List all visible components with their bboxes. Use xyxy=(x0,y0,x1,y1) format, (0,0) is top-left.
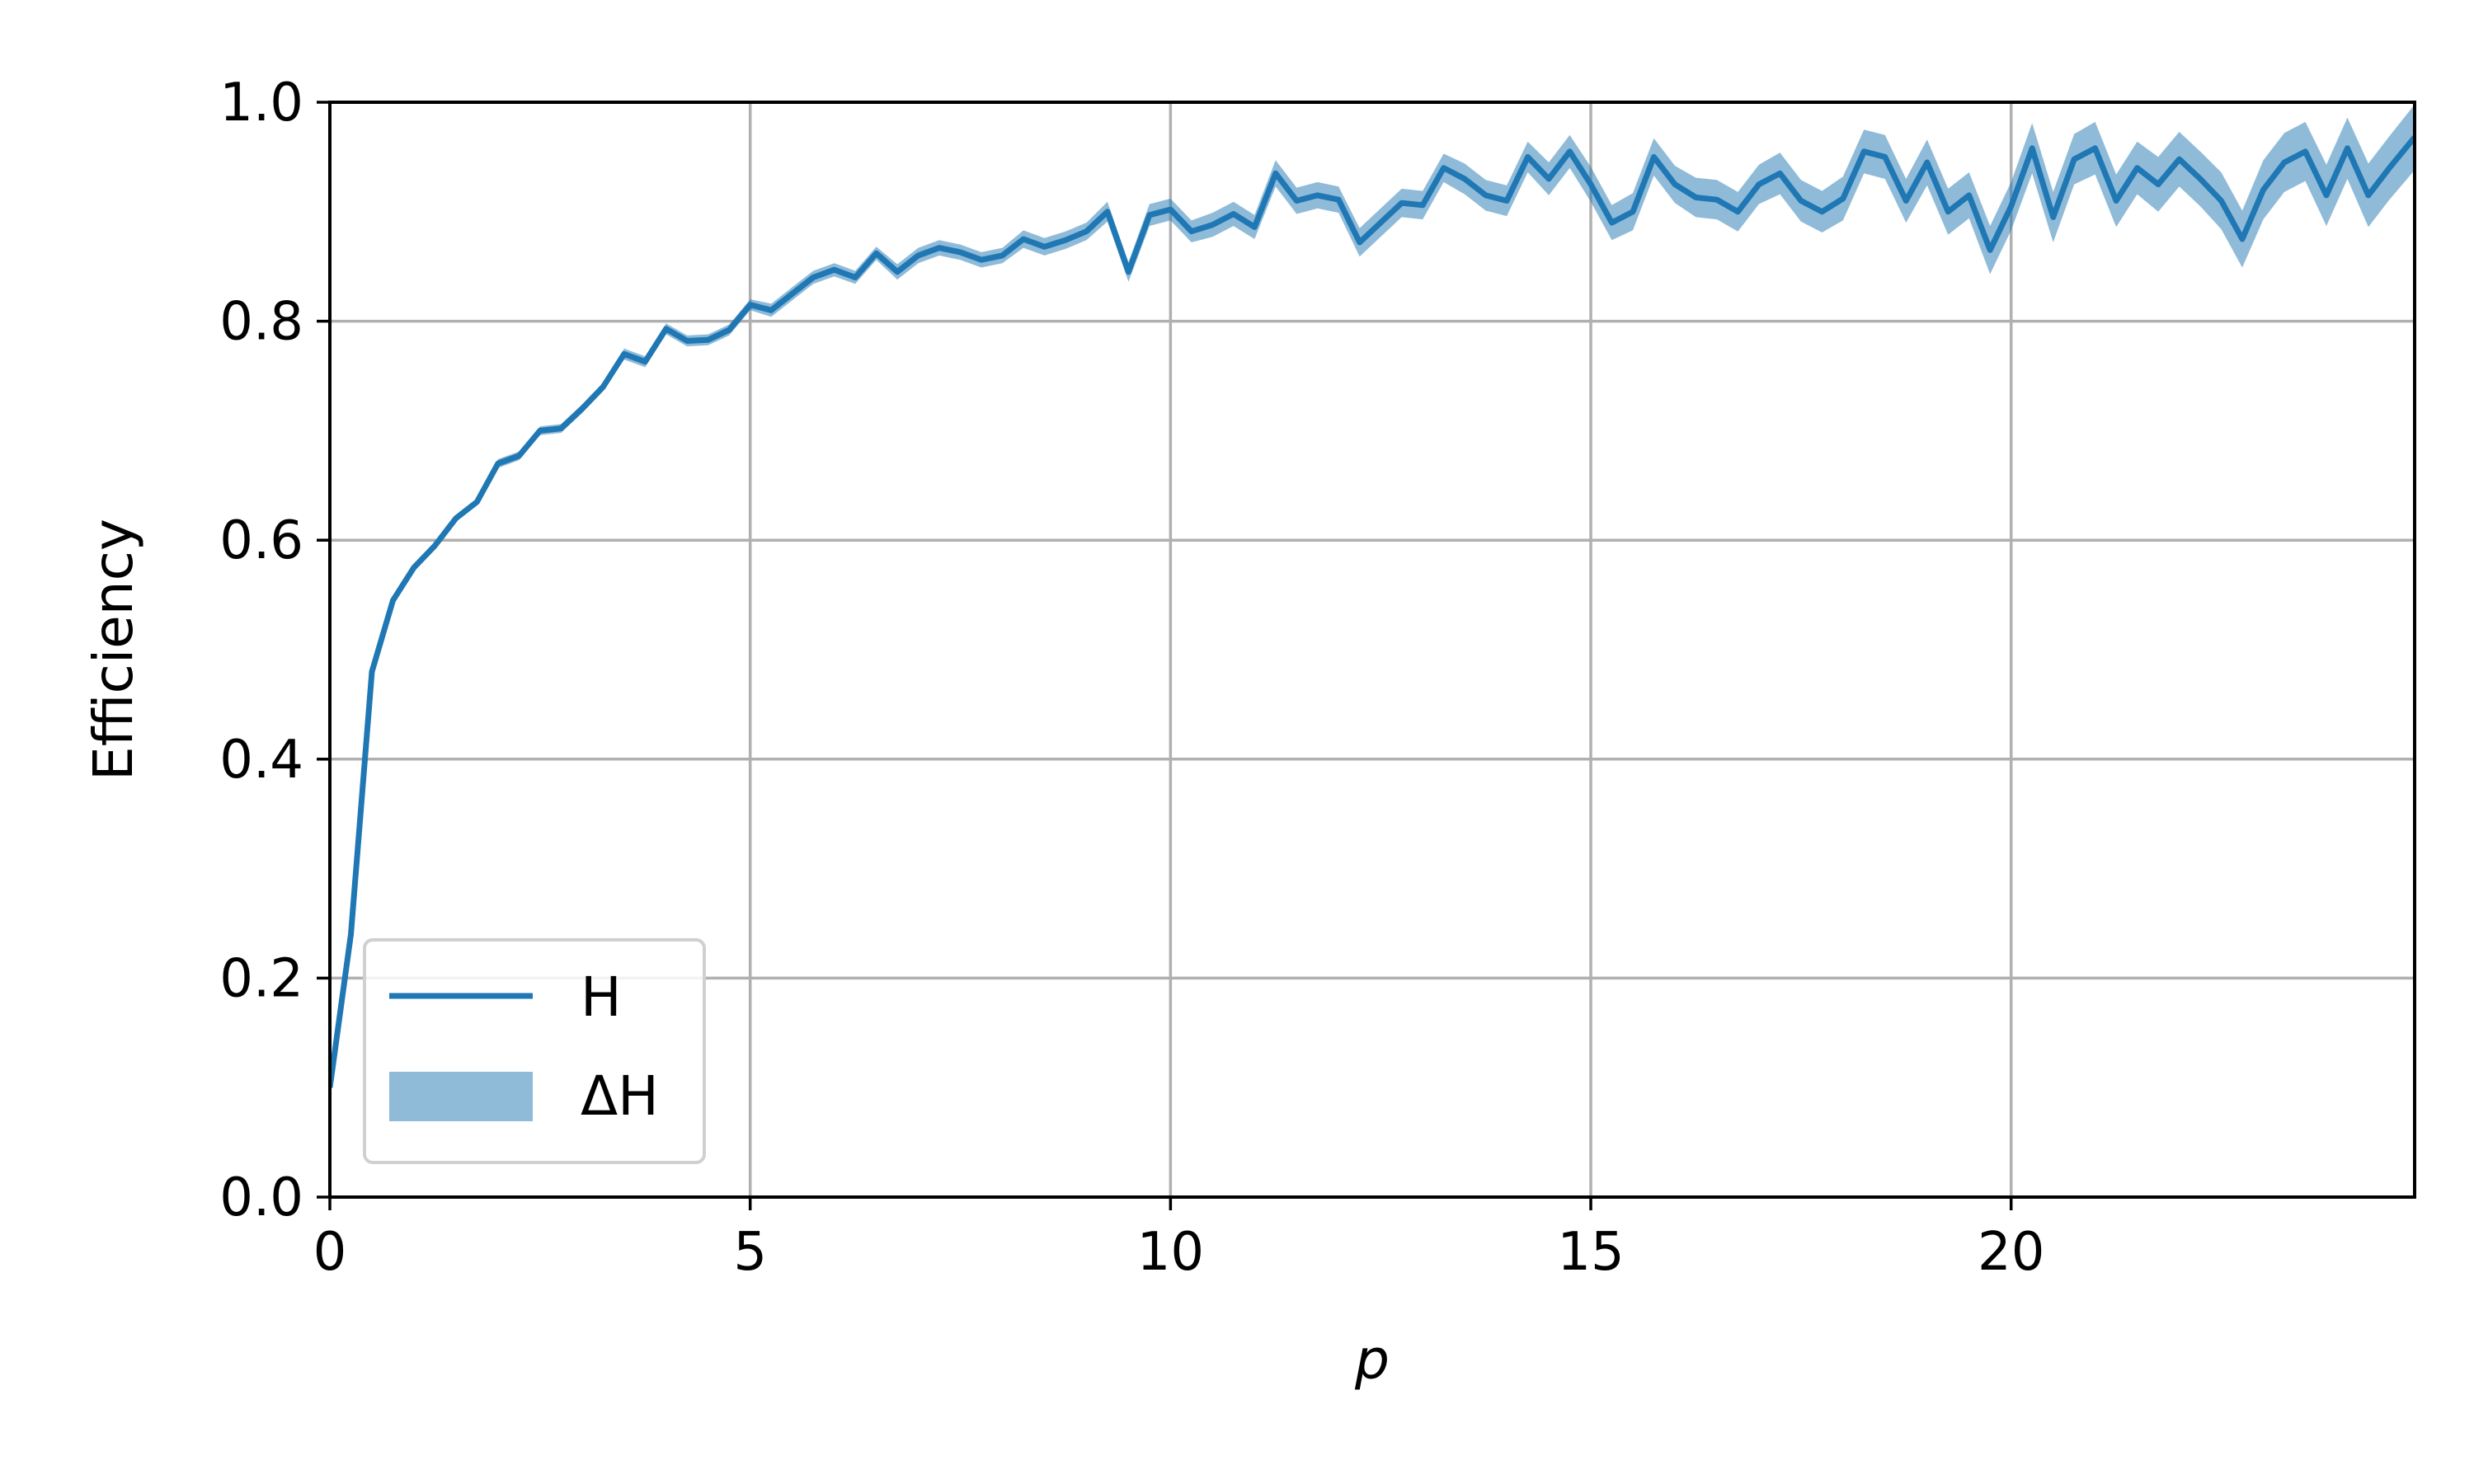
legend-label-h: H xyxy=(581,965,622,1029)
axes-frame xyxy=(328,101,2416,1199)
plot-area xyxy=(330,104,2415,1092)
x-tick-label-1: 5 xyxy=(733,1222,767,1283)
y-tick-label-4: 0.8 xyxy=(219,292,303,353)
ticks: 0 5 10 15 20 0.0 0.2 0.4 0.6 0.8 1.0 xyxy=(219,73,2044,1283)
legend: H ΔH xyxy=(363,938,706,1164)
y-tick-label-2: 0.4 xyxy=(219,730,303,791)
x-tick-label-3: 15 xyxy=(1557,1222,1624,1283)
x-tick-label-0: 0 xyxy=(313,1222,347,1283)
y-tick-label-5: 1.0 xyxy=(219,73,303,134)
y-tick-label-3: 0.6 xyxy=(219,510,303,571)
series-delta-h-band xyxy=(330,104,2415,1092)
x-tick-label-2: 10 xyxy=(1137,1222,1204,1283)
legend-swatch-band xyxy=(389,1072,533,1121)
x-tick-label-4: 20 xyxy=(1978,1222,2044,1283)
x-axis-label: p xyxy=(1354,1328,1390,1392)
y-axis-label: Efficiency xyxy=(82,519,145,781)
series-h-line xyxy=(330,135,2415,1088)
legend-label-delta-h: ΔH xyxy=(581,1064,659,1128)
y-tick-label-1: 0.2 xyxy=(219,948,303,1009)
legend-box xyxy=(363,938,706,1164)
y-tick-label-0: 0.0 xyxy=(219,1167,303,1228)
